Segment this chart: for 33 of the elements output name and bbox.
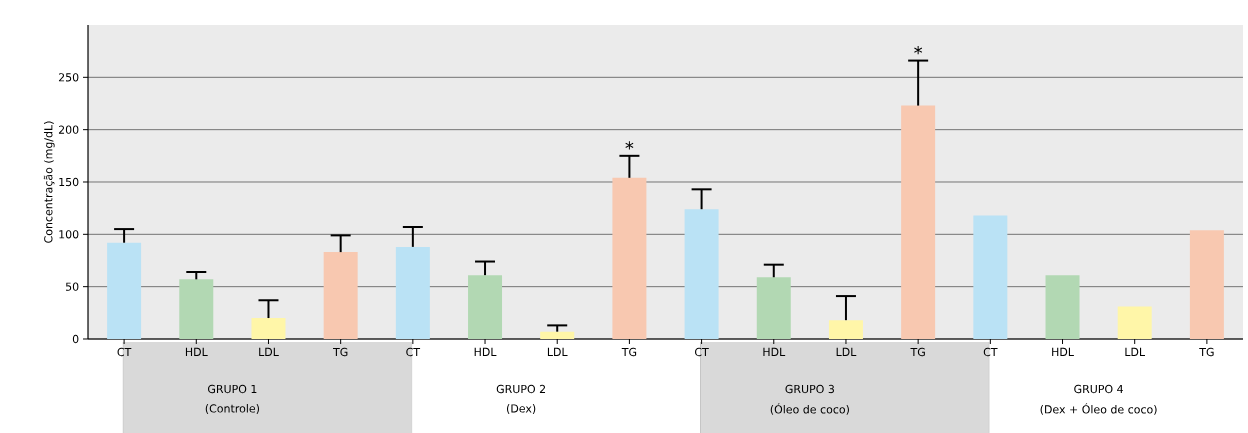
y-tick-label: 250 (58, 73, 79, 82)
x-tick-label: LDL (259, 347, 279, 356)
y-tick-label: 0 (72, 334, 79, 344)
data-label: * (625, 141, 634, 150)
x-tick-label: CT (983, 347, 998, 357)
text: (Óleo de coco) (770, 403, 849, 415)
x-tick-label: HDL (185, 347, 208, 356)
y-tick-label: 100 (59, 230, 79, 239)
y-tick-label: 50 (66, 282, 79, 291)
text: GRUPO 1 (207, 384, 257, 394)
x-tick-label: HDL (474, 347, 497, 356)
x-tick-label: HDL (1052, 347, 1074, 356)
y-axis-title: Concentração (mg/dL) (43, 121, 55, 243)
x-tick-label: TG (333, 347, 348, 357)
x-tick-label: TG (621, 347, 637, 357)
y-tick-label: 200 (58, 125, 79, 134)
text: (Controle) (205, 403, 259, 414)
x-tick-label: HDL (763, 347, 786, 356)
text: (Dex) (507, 404, 536, 414)
text: GRUPO 2 (496, 384, 546, 394)
text: GRUPO 3 (785, 384, 834, 394)
y-tick-label: 150 (59, 177, 79, 187)
text: GRUPO 4 (1074, 384, 1123, 394)
x-tick-label: TG (1199, 347, 1214, 357)
data-label: * (914, 45, 923, 55)
x-tick-label: CT (406, 347, 421, 357)
x-tick-label: LDL (1125, 347, 1145, 356)
x-tick-label: LDL (836, 347, 857, 356)
x-tick-label: CT (695, 347, 709, 357)
x-tick-label: CT (117, 347, 132, 357)
x-tick-label: LDL (547, 347, 568, 356)
x-tick-label: TG (910, 347, 925, 357)
text: (Dex + Óleo de coco) (1040, 403, 1157, 415)
